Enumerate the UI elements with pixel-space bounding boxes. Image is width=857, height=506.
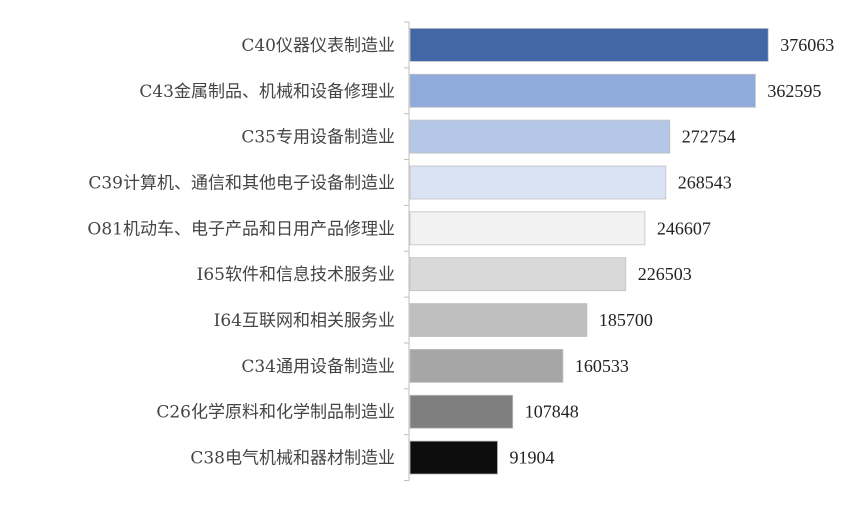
- data-label: 362595: [767, 81, 821, 101]
- data-label: 246607: [657, 218, 711, 238]
- data-label: 91904: [510, 448, 555, 468]
- bar: [409, 119, 671, 154]
- data-label: 107848: [525, 402, 579, 422]
- bar: [409, 28, 769, 62]
- category-tick-label: C39计算机、通信和其他电子设备制造业: [88, 173, 395, 193]
- data-label: 268543: [678, 172, 732, 192]
- data-label: 185700: [599, 310, 653, 330]
- category-tick-label: C35专用设备制造业: [241, 128, 395, 148]
- bar: [409, 394, 514, 429]
- category-tick-label: I65软件和信息技术服务业: [197, 265, 395, 285]
- category-tick-label: C43金属制品、机械和设备修理业: [139, 82, 395, 102]
- category-tick-label: I64互联网和相关服务业: [214, 311, 395, 331]
- data-label: 226503: [638, 264, 692, 284]
- bar: [409, 73, 756, 108]
- bar: [409, 348, 564, 383]
- bar: [409, 257, 627, 292]
- category-tick-label: C26化学原料和化学制品制造业: [156, 403, 395, 423]
- bar: [409, 211, 646, 246]
- category-tick-label: C34通用设备制造业: [241, 357, 395, 377]
- bar: [409, 303, 588, 337]
- data-label: 160533: [575, 356, 629, 376]
- bar: [409, 440, 498, 475]
- category-tick-label: O81机动车、电子产品和日用产品修理业: [87, 219, 395, 239]
- category-tick-label: C38电气机械和器材制造业: [190, 449, 395, 469]
- bar: [409, 165, 667, 200]
- data-label: 376063: [780, 35, 834, 55]
- category-tick-label: C40仪器仪表制造业: [241, 36, 395, 56]
- data-label: 272754: [682, 127, 736, 147]
